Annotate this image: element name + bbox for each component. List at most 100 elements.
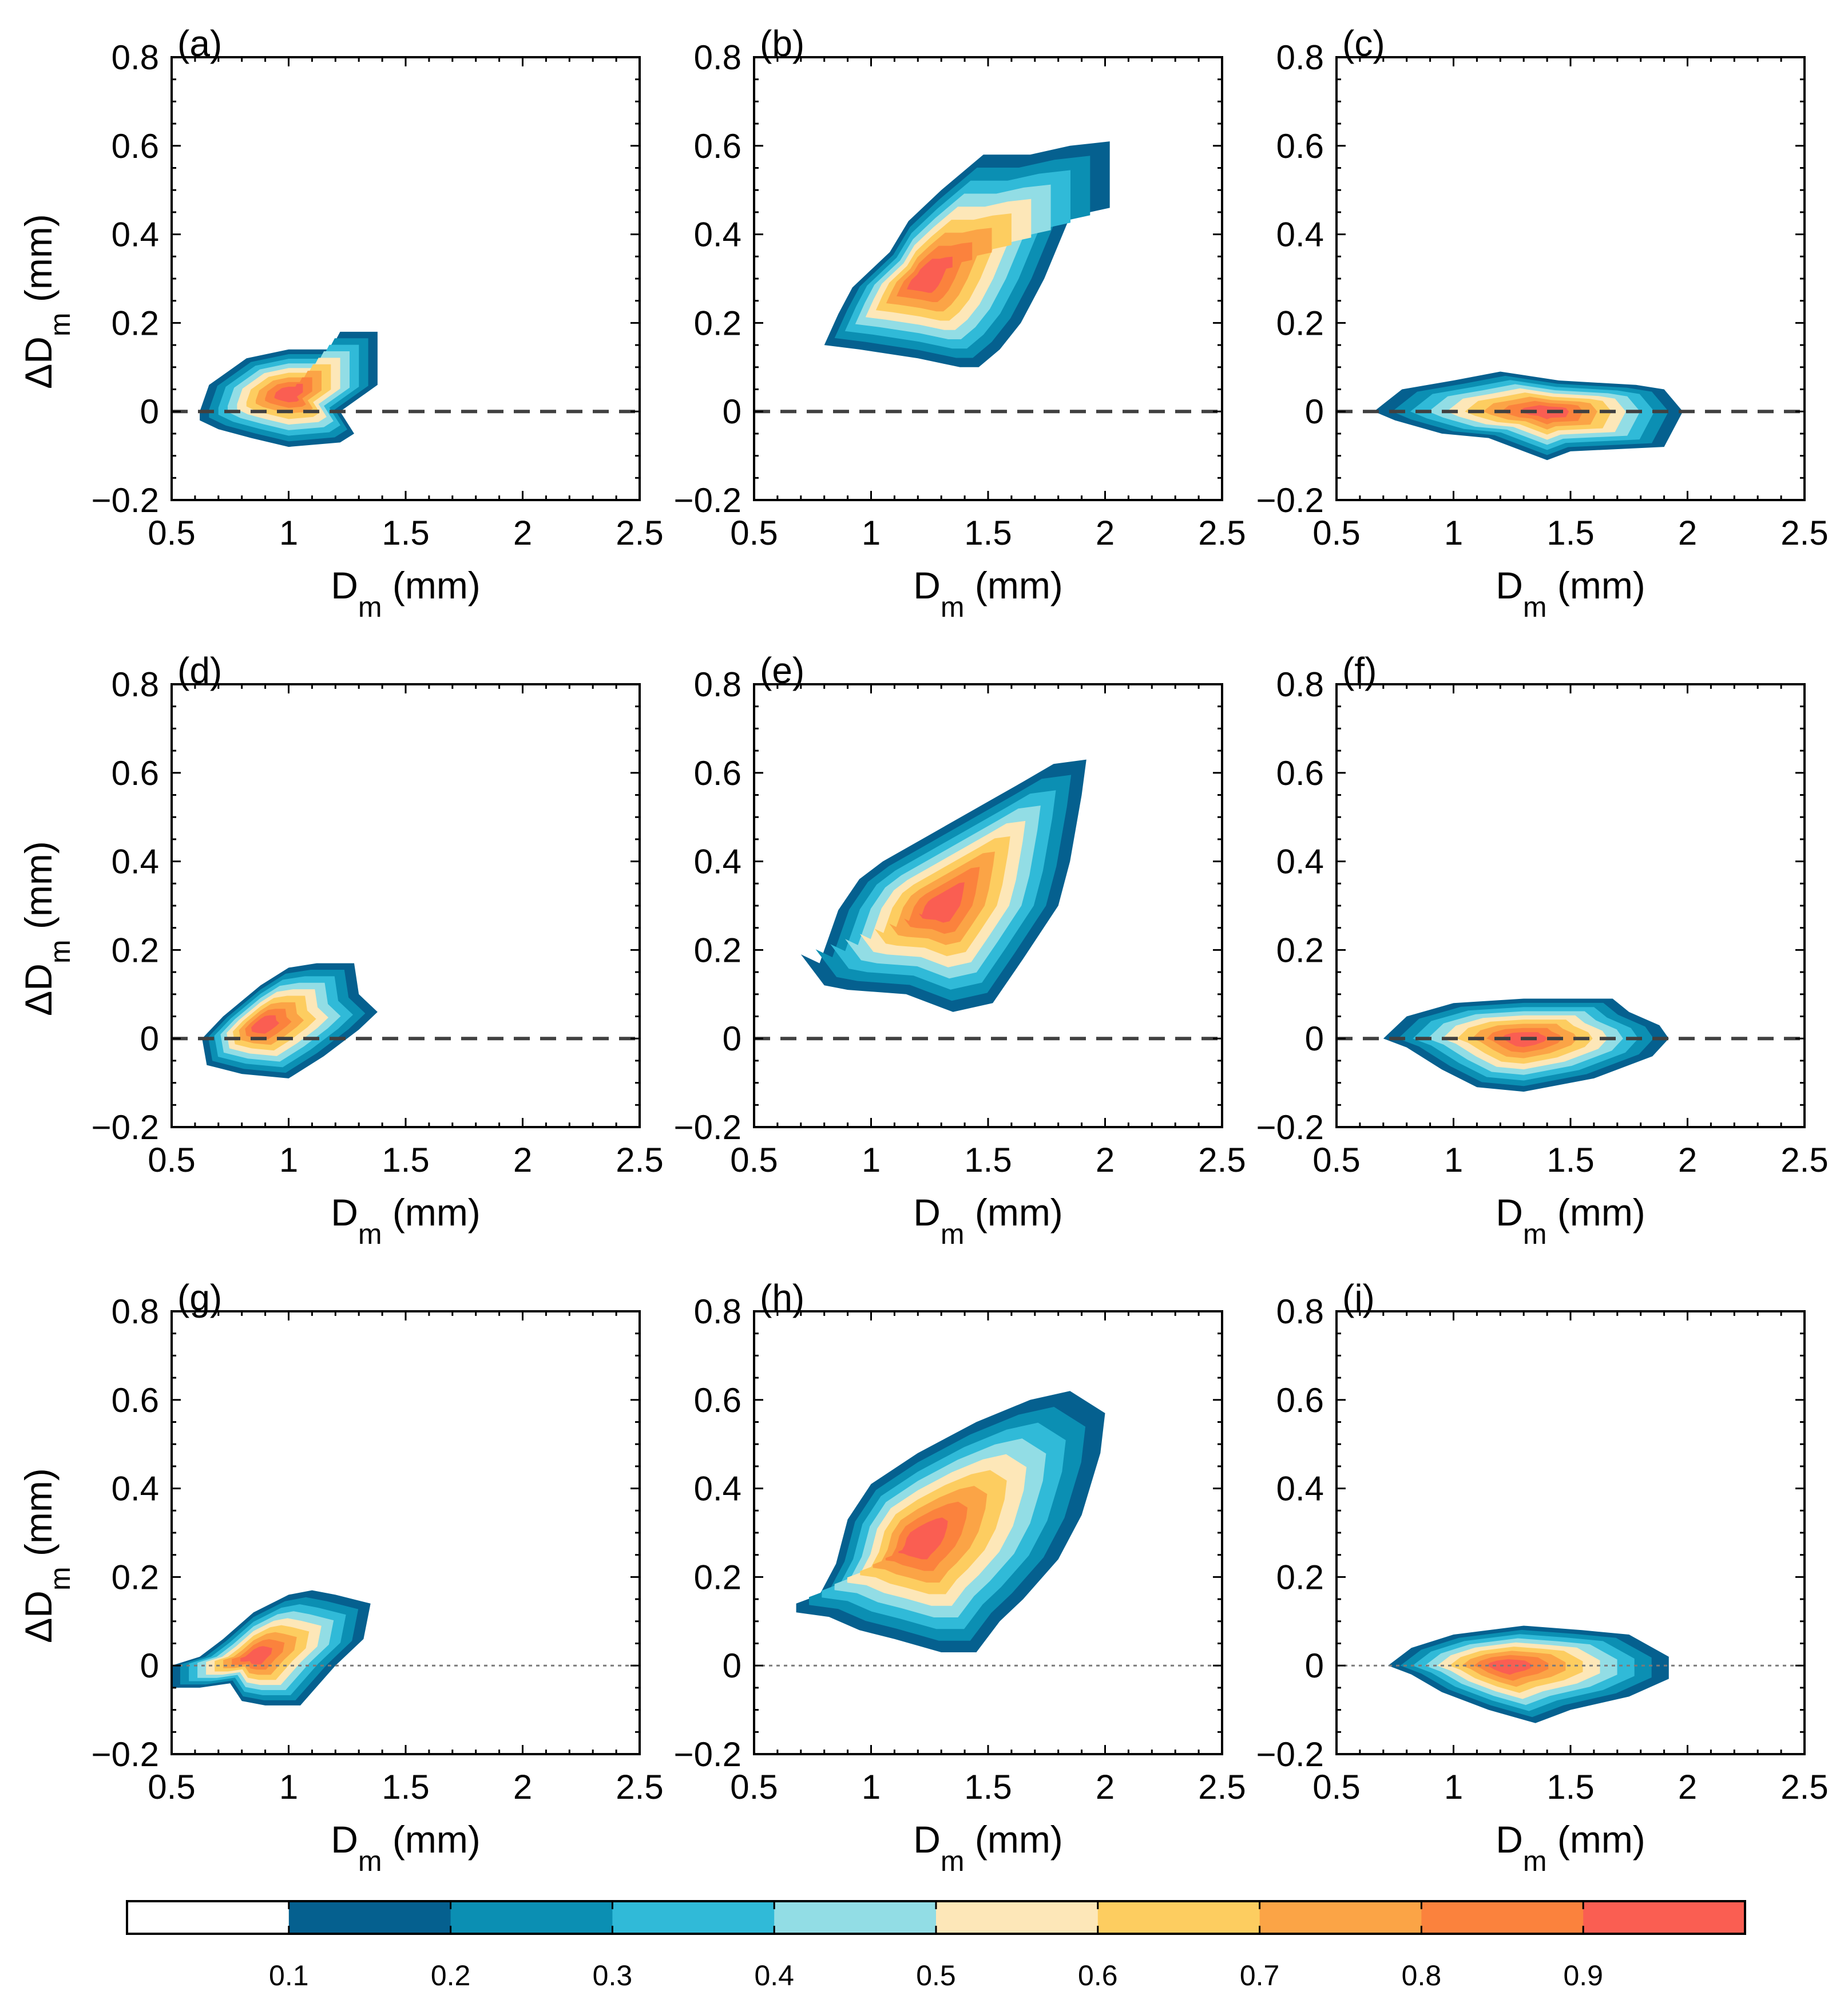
colorbar-segment-8 [1421,1901,1584,1934]
x-tick-label: 0.5 [730,1141,778,1179]
colorbar-segment-5 [936,1901,1099,1934]
y-axis-label-sub: m [44,939,76,963]
x-tick-label: 0.5 [148,1141,195,1179]
contour-bands [1388,1625,1669,1723]
contour-level-9 [1519,405,1569,419]
x-tick-label: 1 [1444,1768,1463,1806]
panel-b: 0.5 1 1.5 2 2.5 −0.2 0 0.2 0.4 0.6 0.8 (b) Dm (mm) [674,23,1246,623]
x-tick-label: 2.5 [1198,514,1246,552]
y-tick-label: −0.2 [92,481,159,519]
colorbar-segment-0 [127,1901,290,1934]
y-tick-label: 0 [723,1020,741,1058]
panel-c: 0.5 1 1.5 2 2.5 −0.2 0 0.2 0.4 0.6 0.8 (c) Dm (mm) [1256,23,1829,623]
x-axis-label-unit: (mm) [382,1818,481,1861]
x-axis-label-unit: (mm) [382,564,481,606]
y-tick-label: 0.4 [112,843,159,881]
y-axis-label-sub: m [44,1566,76,1591]
x-axis-label-main: D [1496,1818,1523,1861]
y-tick-label: 0.8 [694,38,741,77]
colorbar-tick-label: 0.8 [1402,1960,1442,1992]
y-tick-label: 0 [140,1647,159,1685]
x-axis-label-main: D [331,1191,358,1234]
y-tick-label: −0.2 [92,1735,159,1774]
contour-level-9 [274,383,303,403]
y-tick-label: 0.8 [112,38,159,77]
panel-label: (c) [1342,23,1385,64]
y-tick-label: 0.2 [1276,931,1324,969]
x-axis-label: Dm (mm) [1496,1818,1645,1877]
y-tick-label: 0.2 [112,304,159,342]
x-tick-label: 0.5 [1312,1768,1360,1806]
x-tick-label: 0.5 [148,514,195,552]
x-tick-label: 2 [513,1141,532,1179]
x-tick-label: 0.5 [730,1768,778,1806]
panel-g: 0.5 1 1.5 2 2.5−0.200.20.40.60.8 (g)Dm (mm)ΔD… [17,1277,664,1877]
panel-a: 0.5 1 1.5 2 2.5−0.200.20.40.60.8 (a)Dm (mm)ΔD… [17,23,664,623]
x-axis-label-sub: m [941,1845,965,1877]
x-axis-label: Dm (mm) [331,1818,481,1877]
y-tick-label: −0.2 [1256,481,1324,519]
x-tick-label: 1 [862,1141,881,1179]
contour-level-9 [240,1646,272,1665]
x-axis-label-sub: m [358,1218,382,1250]
y-tick-label: 0.6 [1276,127,1324,165]
y-tick-label: 0.6 [694,127,741,165]
y-tick-label: 0.6 [112,127,159,165]
y-tick-label: 0.8 [1276,1292,1324,1331]
y-tick-label: 0.8 [112,1292,159,1331]
x-axis-label-sub: m [1523,591,1547,623]
contour-bands [796,1391,1105,1652]
y-tick-label: −0.2 [92,1108,159,1147]
panel-e: 0.5 1 1.5 2 2.5 −0.2 0 0.2 0.4 0.6 0.8 (e) Dm (mm) [674,650,1246,1250]
colorbar-segment-4 [774,1901,937,1934]
x-axis-label-main: D [913,1818,941,1861]
x-axis-label-unit: (mm) [382,1191,481,1234]
x-tick-label: 1.5 [1546,1768,1594,1806]
y-axis-label-unit: (mm) [17,214,60,312]
y-axis-label-unit: (mm) [17,841,60,939]
y-tick-label: 0 [140,392,159,431]
x-axis-label-main: D [331,1818,358,1861]
panel-label: (f) [1342,650,1377,691]
x-axis-label-unit: (mm) [965,564,1063,606]
y-tick-label: −0.2 [674,1108,741,1147]
y-tick-label: 0.6 [1276,754,1324,792]
y-tick-label: 0.4 [1276,843,1324,881]
x-tick-label: 0.5 [148,1768,195,1806]
y-tick-label: 0 [723,1647,741,1685]
colorbar-segment-9 [1583,1901,1746,1934]
x-axis-label-sub: m [1523,1218,1547,1250]
colorbar-tick-label: 0.4 [754,1960,794,1992]
y-tick-label: 0.6 [112,1381,159,1419]
x-tick-label: 1.5 [964,1768,1012,1806]
x-axis-label-sub: m [1523,1845,1547,1877]
contour-level-9 [1486,1659,1532,1675]
x-tick-label: 2 [1678,1141,1697,1179]
x-axis-label-unit: (mm) [965,1191,1063,1234]
x-axis-label-main: D [1496,1191,1523,1234]
x-axis-label: Dm (mm) [913,1818,1063,1877]
contour-level-9 [251,1015,280,1034]
y-axis-label-sub: m [44,312,76,336]
y-tick-label: 0.2 [694,931,741,969]
y-tick-label: 0.6 [694,754,741,792]
y-axis-label: ΔDm (mm) [17,1468,76,1643]
colorbar-tick-label: 0.6 [1078,1960,1118,1992]
x-axis-label-main: D [331,564,358,606]
panel-h: 0.5 1 1.5 2 2.5 −0.2 0 0.2 0.4 0.6 0.8 (h) Dm (mm) [674,1277,1246,1877]
x-tick-label: 0.5 [1312,514,1360,552]
panel-d: 0.5 1 1.5 2 2.5−0.200.20.40.60.8 (d)Dm (mm)ΔD… [17,650,664,1250]
y-tick-label: −0.2 [674,481,741,519]
y-axis-label-unit: (mm) [17,1468,60,1566]
y-axis-label-main: ΔD [17,963,60,1016]
y-tick-label: 0.6 [1276,1381,1324,1419]
x-axis-label-sub: m [941,591,965,623]
x-axis-label: Dm (mm) [1496,1191,1645,1250]
contour-bands [1383,998,1669,1092]
x-tick-label: 1 [1444,1141,1463,1179]
y-tick-label: 0.4 [694,843,741,881]
x-axis-label-main: D [913,1191,941,1234]
x-tick-label: 1.5 [1546,514,1594,552]
colorbar: 0.1 0.2 0.3 0.4 0.5 0.6 0.7 0.8 0.9 [126,1900,1746,1992]
